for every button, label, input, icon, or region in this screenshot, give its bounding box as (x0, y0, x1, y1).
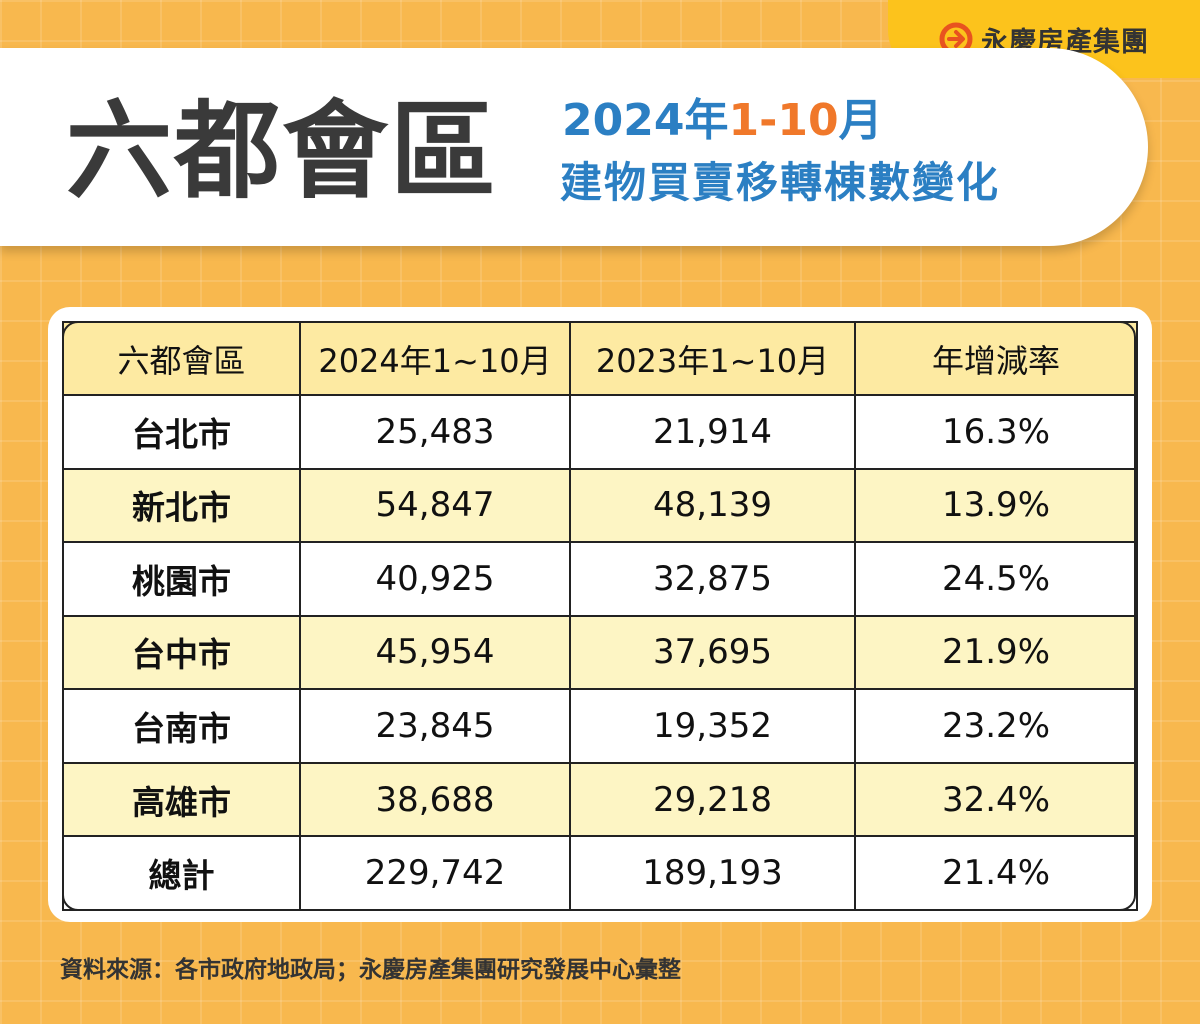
value-2024-cell: 38,688 (299, 761, 571, 838)
subtitle-period: 2024年1-10月 (562, 94, 883, 148)
total-2023-cell: 189,193 (569, 835, 856, 911)
growth-rate-cell: 16.3% (854, 394, 1138, 470)
subtitle-year: 2024年 (562, 95, 729, 146)
total-growth-rate-cell: 21.4% (854, 835, 1138, 911)
table-row: 高雄市 38,688 29,218 32.4% (62, 761, 1138, 838)
city-cell: 新北市 (62, 467, 301, 544)
table-row: 台中市 45,954 37,695 21.9% (62, 614, 1138, 691)
table-row: 新北市 54,847 48,139 13.9% (62, 467, 1138, 544)
table-row: 台北市 25,483 21,914 16.3% (62, 394, 1138, 470)
value-2023-cell: 37,695 (569, 614, 856, 691)
column-header: 2023年1~10月 (569, 321, 856, 396)
total-label-cell: 總計 (62, 835, 301, 911)
city-cell: 台中市 (62, 614, 301, 691)
growth-rate-cell: 23.2% (854, 688, 1138, 764)
growth-rate-cell: 21.9% (854, 614, 1138, 691)
table-row: 桃園市 40,925 32,875 24.5% (62, 541, 1138, 617)
column-header: 年增減率 (854, 321, 1138, 396)
title-banner: 六都會區 2024年1-10月 建物買賣移轉棟數變化 (0, 48, 1148, 246)
source-note: 資料來源：各市政府地政局；永慶房產集團研究發展中心彙整 (60, 957, 681, 983)
value-2024-cell: 54,847 (299, 467, 571, 544)
value-2024-cell: 25,483 (299, 394, 571, 470)
column-header: 2024年1~10月 (299, 321, 571, 396)
value-2023-cell: 32,875 (569, 541, 856, 617)
value-2024-cell: 45,954 (299, 614, 571, 691)
table-total-row: 總計 229,742 189,193 21.4% (62, 835, 1138, 911)
page-title: 六都會區 (66, 90, 498, 213)
value-2024-cell: 23,845 (299, 688, 571, 764)
subtitle-month: 月 (838, 95, 883, 146)
city-cell: 台南市 (62, 688, 301, 764)
city-cell: 台北市 (62, 394, 301, 470)
table-row: 台南市 23,845 19,352 23.2% (62, 688, 1138, 764)
table-card: 六都會區 2024年1~10月 2023年1~10月 年增減率 台北市 25,4… (48, 307, 1152, 922)
subtitle-range: 1-10 (728, 95, 839, 146)
growth-rate-cell: 32.4% (854, 761, 1138, 838)
column-header: 六都會區 (62, 321, 301, 396)
city-cell: 高雄市 (62, 761, 301, 838)
growth-rate-cell: 24.5% (854, 541, 1138, 617)
value-2023-cell: 19,352 (569, 688, 856, 764)
table-header-row: 六都會區 2024年1~10月 2023年1~10月 年增減率 (62, 321, 1138, 396)
subtitle-description: 建物買賣移轉棟數變化 (560, 158, 1001, 207)
city-cell: 桃園市 (62, 541, 301, 617)
total-2024-cell: 229,742 (299, 835, 571, 911)
value-2024-cell: 40,925 (299, 541, 571, 617)
value-2023-cell: 29,218 (569, 761, 856, 838)
growth-rate-cell: 13.9% (854, 467, 1138, 544)
value-2023-cell: 21,914 (569, 394, 856, 470)
value-2023-cell: 48,139 (569, 467, 856, 544)
data-table: 六都會區 2024年1~10月 2023年1~10月 年增減率 台北市 25,4… (62, 321, 1138, 911)
